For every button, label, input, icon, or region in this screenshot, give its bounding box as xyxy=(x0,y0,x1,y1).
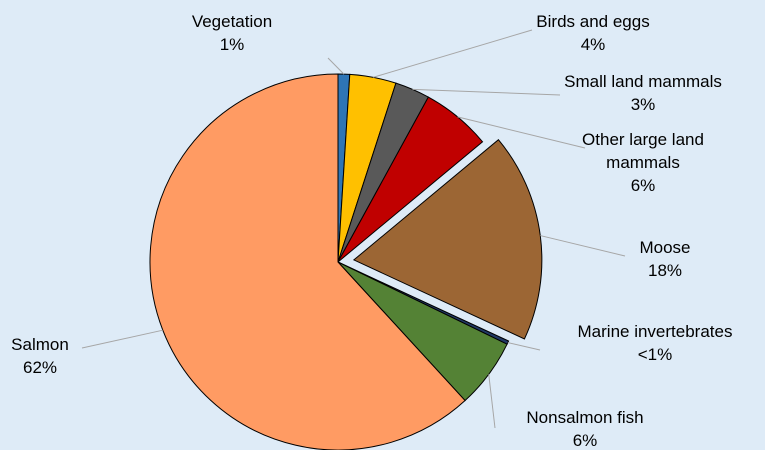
leader-line xyxy=(488,374,496,429)
leader-line xyxy=(540,235,626,257)
pie-slice xyxy=(337,96,484,263)
slice-name: Other large land mammals xyxy=(582,130,704,172)
slice-name: Small land mammals xyxy=(564,72,722,91)
slice-label: Moose 18% xyxy=(570,236,760,282)
leader-line xyxy=(412,88,561,96)
slice-label: Small land mammals 3% xyxy=(543,70,743,116)
leader-line xyxy=(372,29,533,78)
slice-name: Birds and eggs xyxy=(536,12,650,31)
slice-value: 6% xyxy=(630,176,656,195)
leader-line xyxy=(81,329,163,349)
slice-label: Vegetation 1% xyxy=(137,10,327,56)
slice-value: 6% xyxy=(572,431,598,450)
slice-name: Moose xyxy=(639,238,691,257)
slice-label: Marine invertebrates <1% xyxy=(555,320,755,366)
leader-line xyxy=(457,116,586,149)
slice-value: <1% xyxy=(637,345,673,364)
slice-value: 4% xyxy=(580,35,606,54)
slice-label: Salmon 62% xyxy=(0,333,90,379)
leader-line xyxy=(507,342,541,351)
slice-name: Nonsalmon fish xyxy=(526,408,644,427)
slice-label: Birds and eggs 4% xyxy=(498,10,688,56)
slice-value: 62% xyxy=(22,358,58,377)
slice-value: 1% xyxy=(219,35,245,54)
slice-value: 3% xyxy=(630,95,656,114)
leader-line xyxy=(327,57,345,75)
slice-name: Vegetation xyxy=(191,12,273,31)
slice-value: 18% xyxy=(647,261,683,280)
slice-name: Marine invertebrates xyxy=(577,322,733,341)
pie-slice xyxy=(352,139,543,340)
slice-label: Other large land mammals 6% xyxy=(568,128,718,197)
slice-name: Salmon xyxy=(11,335,69,354)
slice-label: Nonsalmon fish 6% xyxy=(490,406,680,450)
